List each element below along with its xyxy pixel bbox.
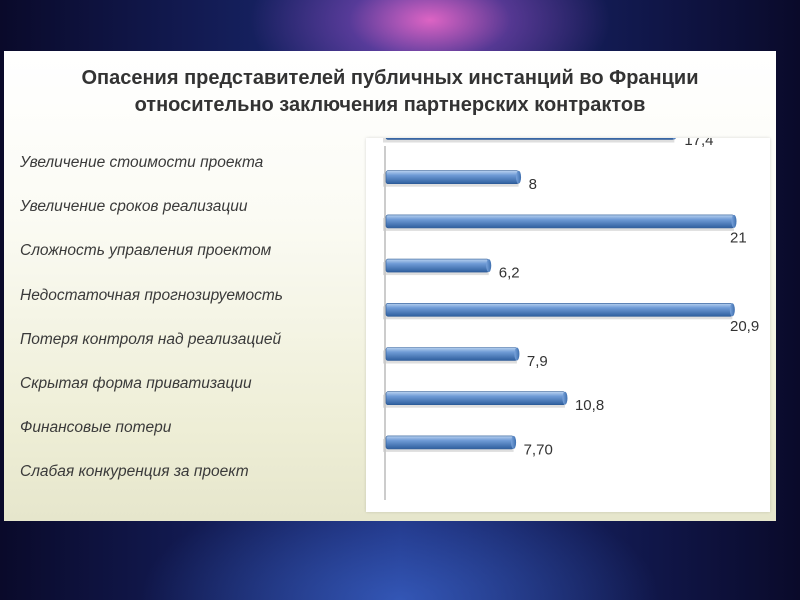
bar bbox=[385, 303, 733, 317]
bar-chart: 17,4 8 21 6,2 20,9 7,9 10,8 7,70 bbox=[383, 138, 759, 500]
chart-title: Опасения представителей публичных инстан… bbox=[4, 65, 776, 119]
category-label: Потеря контроля над реализацией bbox=[20, 330, 282, 348]
category-label: Финансовые потери bbox=[20, 419, 172, 437]
bar-shadow bbox=[383, 138, 675, 143]
bar-end-cap bbox=[672, 138, 676, 140]
chart-title-line-2: относительно заключения партнерских конт… bbox=[134, 94, 646, 116]
bar-value-label: 17,4 bbox=[684, 138, 713, 149]
plot-frame: 17,4 8 21 6,2 20,9 7,9 10,8 7,70 bbox=[366, 138, 770, 512]
bar bbox=[385, 214, 735, 229]
bar-value-label: 8 bbox=[529, 176, 537, 193]
bar-end-cap bbox=[731, 214, 737, 228]
bar-end-cap bbox=[511, 435, 517, 449]
bar bbox=[385, 170, 519, 185]
category-label: Увеличение стоимости проекта bbox=[20, 154, 264, 171]
bar-value-label: 20,9 bbox=[730, 318, 759, 335]
bar-value-label: 6,2 bbox=[499, 265, 520, 282]
bar bbox=[385, 347, 518, 361]
bar-end-cap bbox=[729, 303, 735, 317]
category-label: Недостаточная прогнозируемость bbox=[20, 286, 283, 304]
category-label: Сложность управления проектом bbox=[20, 242, 272, 260]
bar-value-label: 7,9 bbox=[527, 353, 548, 370]
bar-end-cap bbox=[562, 391, 568, 405]
bar-end-cap bbox=[514, 347, 520, 361]
category-label: Увеличение сроков реализации bbox=[20, 198, 248, 216]
bar bbox=[385, 435, 514, 450]
bar-end-cap bbox=[486, 259, 492, 273]
bar-value-label: 21 bbox=[730, 229, 747, 246]
bar bbox=[385, 391, 566, 405]
bar bbox=[385, 138, 675, 140]
bar-value-label: 7,70 bbox=[524, 441, 553, 458]
category-label: Скрытая форма приватизации bbox=[20, 375, 252, 392]
bar-value-label: 10,8 bbox=[575, 397, 604, 414]
slide-panel: Опасения представителей публичных инстан… bbox=[4, 51, 776, 521]
category-labels: Увеличение стоимости проекта Увеличение с… bbox=[20, 139, 370, 509]
category-label: Слабая конкуренция за проект bbox=[20, 463, 249, 481]
bar-end-cap bbox=[516, 170, 522, 184]
bar bbox=[385, 258, 490, 273]
chart-title-line-1: Опасения представителей публичных инстан… bbox=[81, 67, 699, 89]
